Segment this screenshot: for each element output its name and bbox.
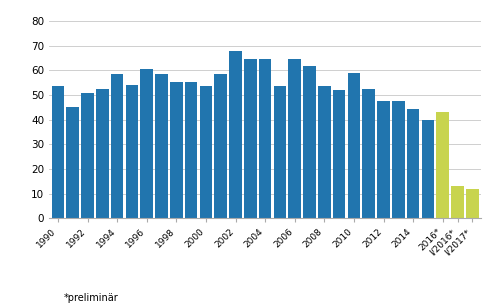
Bar bbox=[185, 82, 197, 218]
Bar bbox=[333, 90, 345, 218]
Bar bbox=[303, 65, 316, 218]
Bar bbox=[126, 85, 138, 218]
Bar bbox=[362, 89, 375, 218]
Bar bbox=[170, 82, 183, 218]
Bar bbox=[392, 101, 405, 218]
Bar bbox=[229, 51, 242, 218]
Bar bbox=[377, 101, 390, 218]
Bar bbox=[466, 188, 479, 218]
Bar bbox=[451, 186, 464, 218]
Bar bbox=[200, 86, 212, 218]
Bar bbox=[259, 59, 272, 218]
Bar bbox=[318, 86, 330, 218]
Bar bbox=[348, 73, 360, 218]
Bar bbox=[155, 74, 168, 218]
Bar bbox=[82, 93, 94, 218]
Bar bbox=[140, 69, 153, 218]
Bar bbox=[273, 86, 286, 218]
Bar bbox=[215, 74, 227, 218]
Bar bbox=[52, 86, 64, 218]
Bar bbox=[96, 89, 109, 218]
Bar bbox=[436, 112, 449, 218]
Text: *preliminär: *preliminär bbox=[64, 293, 119, 303]
Bar bbox=[111, 74, 123, 218]
Bar bbox=[244, 59, 257, 218]
Bar bbox=[288, 59, 301, 218]
Bar bbox=[407, 108, 419, 218]
Bar bbox=[422, 120, 434, 218]
Bar bbox=[66, 107, 79, 218]
